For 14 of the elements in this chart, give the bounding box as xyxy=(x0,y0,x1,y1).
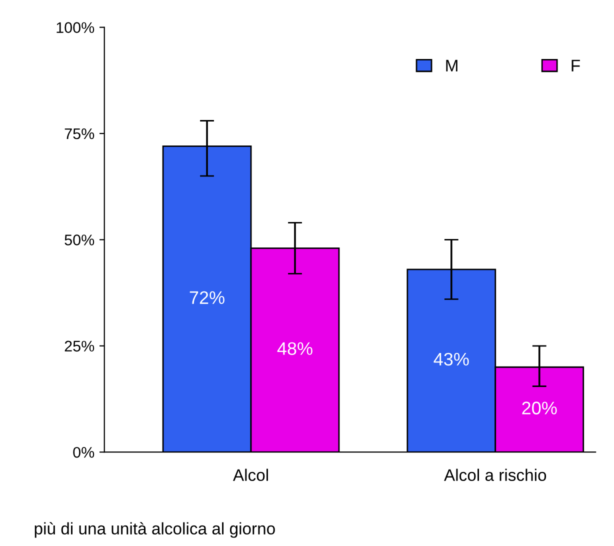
y-tick-label: 100% xyxy=(56,22,94,33)
x-tick-label: Alcol a rischio xyxy=(444,468,546,481)
x-tick-label: Alcol xyxy=(232,468,268,481)
legend-label: F xyxy=(572,60,580,72)
y-tick-label: 50% xyxy=(64,234,94,246)
data-label: 48% xyxy=(277,342,312,355)
y-tick-label: 75% xyxy=(64,128,94,140)
y-tick-label: 0% xyxy=(73,446,94,458)
data-label: 72% xyxy=(190,291,224,304)
data-label: 43% xyxy=(434,352,469,366)
data-label: 20% xyxy=(522,402,557,414)
y-tick-label: 25% xyxy=(64,340,94,352)
legend-label: M xyxy=(446,60,458,72)
text: più di una unità alcolica al giorno xyxy=(34,522,275,538)
